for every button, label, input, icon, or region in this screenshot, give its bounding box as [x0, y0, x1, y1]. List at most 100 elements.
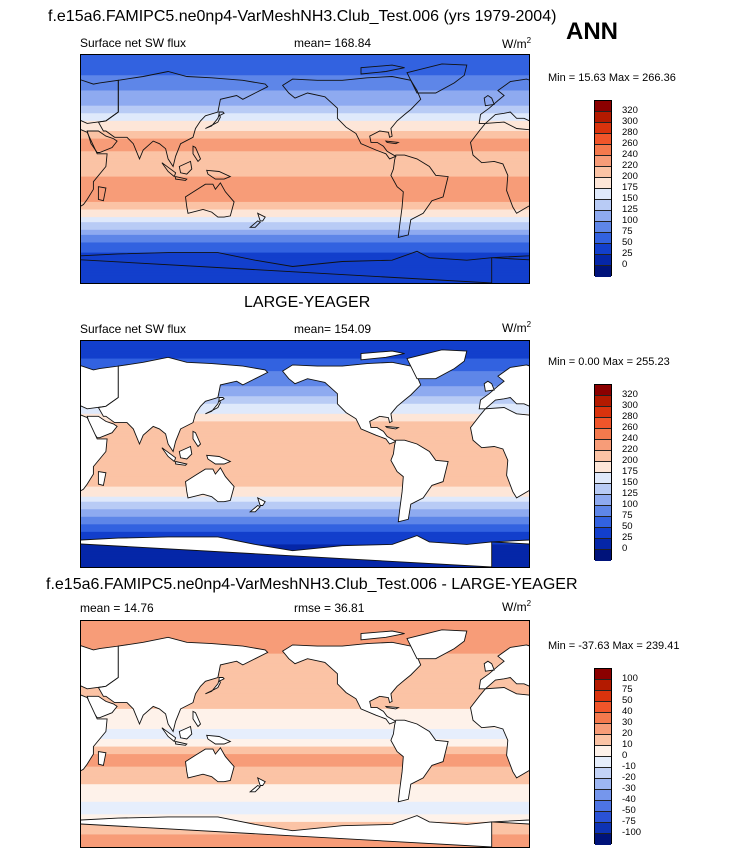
colorbar-swatch [595, 834, 611, 845]
field-band [81, 113, 529, 117]
field-band [81, 764, 529, 768]
field-band [81, 691, 529, 695]
field-band [81, 749, 529, 753]
colorbar-swatch [595, 255, 611, 266]
colorbar-tick-label: 50 [622, 695, 633, 706]
panel3-minmax: Min = -37.63 Max = 239.41 [548, 640, 680, 652]
colorbar-tick-label: 75 [622, 226, 633, 237]
field-band [81, 72, 529, 76]
field-band [81, 541, 529, 545]
field-band [81, 814, 529, 818]
land-mass [478, 644, 529, 690]
field-band [81, 459, 529, 463]
colorbar-tick-label: 25 [622, 532, 633, 543]
land-mass [384, 140, 400, 145]
field-band [81, 98, 529, 102]
land-mass [81, 535, 493, 567]
field-band [81, 641, 529, 645]
colorbar-swatch [595, 691, 611, 702]
field-band [81, 841, 529, 846]
field-band [81, 688, 529, 692]
field-band [81, 621, 529, 625]
panel1-colorbar [594, 100, 612, 277]
colorbar-swatch [595, 156, 611, 167]
field-band [81, 87, 529, 92]
field-band [81, 433, 529, 438]
colorbar-swatch [595, 724, 611, 735]
colorbar-tick-label: 300 [622, 400, 638, 411]
field-band [81, 67, 529, 71]
field-band [81, 257, 529, 261]
land-mass [483, 94, 495, 107]
field-band [81, 166, 529, 170]
field-band [81, 118, 529, 122]
field-band [81, 65, 529, 69]
field-band [81, 564, 529, 567]
colorbar-tick-label: 50 [622, 237, 633, 248]
colorbar-tick-label: -75 [622, 816, 636, 827]
field-band [81, 769, 529, 773]
colorbar-swatch [595, 812, 611, 823]
land-mass [470, 407, 529, 499]
field-band [81, 789, 529, 793]
field-band [81, 398, 529, 402]
field-band [81, 801, 529, 805]
colorbar-swatch [595, 779, 611, 790]
field-bands [81, 55, 529, 283]
land-mass [161, 447, 177, 463]
field-band [81, 446, 529, 450]
land-mass [360, 350, 405, 361]
field-band [81, 734, 529, 738]
colorbar-tick-label: 0 [622, 543, 628, 554]
field-band [81, 343, 529, 347]
panel1-minmax: Min = 15.63 Max = 266.36 [548, 72, 676, 84]
field-band [81, 628, 529, 632]
colorbar-swatch [595, 123, 611, 134]
field-band [81, 726, 529, 730]
field-band [81, 346, 529, 350]
field-band [81, 70, 529, 74]
colorbar-swatch [595, 233, 611, 244]
field-band [81, 516, 529, 520]
field-band [81, 85, 529, 89]
panel2-minmax: Min = 0.00 Max = 255.23 [548, 356, 670, 368]
panel2-mean-label: mean= 154.09 [294, 322, 372, 336]
field-band [81, 131, 529, 135]
field-band [81, 196, 529, 200]
continents [81, 349, 529, 567]
field-band [81, 105, 529, 109]
colorbar-swatch [595, 145, 611, 156]
field-band [81, 95, 529, 99]
colorbar-tick-label: 0 [622, 750, 628, 761]
field-band [81, 701, 529, 705]
field-band [81, 631, 529, 635]
field-band [81, 638, 529, 642]
field-band [81, 681, 529, 685]
land-mass [185, 466, 235, 503]
field-band [81, 428, 529, 432]
field-band [81, 423, 529, 427]
colorbar-tick-label: 150 [622, 477, 638, 488]
field-band [81, 736, 529, 740]
colorbar-swatch [595, 528, 611, 539]
land-mass [281, 641, 422, 725]
field-band [81, 731, 529, 735]
colorbar-tick-label: 300 [622, 116, 638, 127]
field-band [81, 408, 529, 412]
field-band [81, 686, 529, 690]
land-mass [206, 169, 232, 180]
field-band [81, 242, 529, 246]
land-mass [248, 220, 261, 228]
land-mass [178, 160, 193, 175]
colorbar-swatch [595, 757, 611, 768]
land-mass [483, 380, 495, 392]
panel2-colorbar [594, 384, 612, 561]
colorbar-tick-label: 220 [622, 444, 638, 455]
field-band [81, 353, 529, 357]
land-mass [281, 76, 422, 160]
colorbar-tick-label: -50 [622, 805, 636, 816]
field-band [81, 103, 529, 107]
field-band [81, 723, 529, 728]
panel1-map-svg [81, 55, 529, 283]
land-mass [97, 751, 107, 766]
